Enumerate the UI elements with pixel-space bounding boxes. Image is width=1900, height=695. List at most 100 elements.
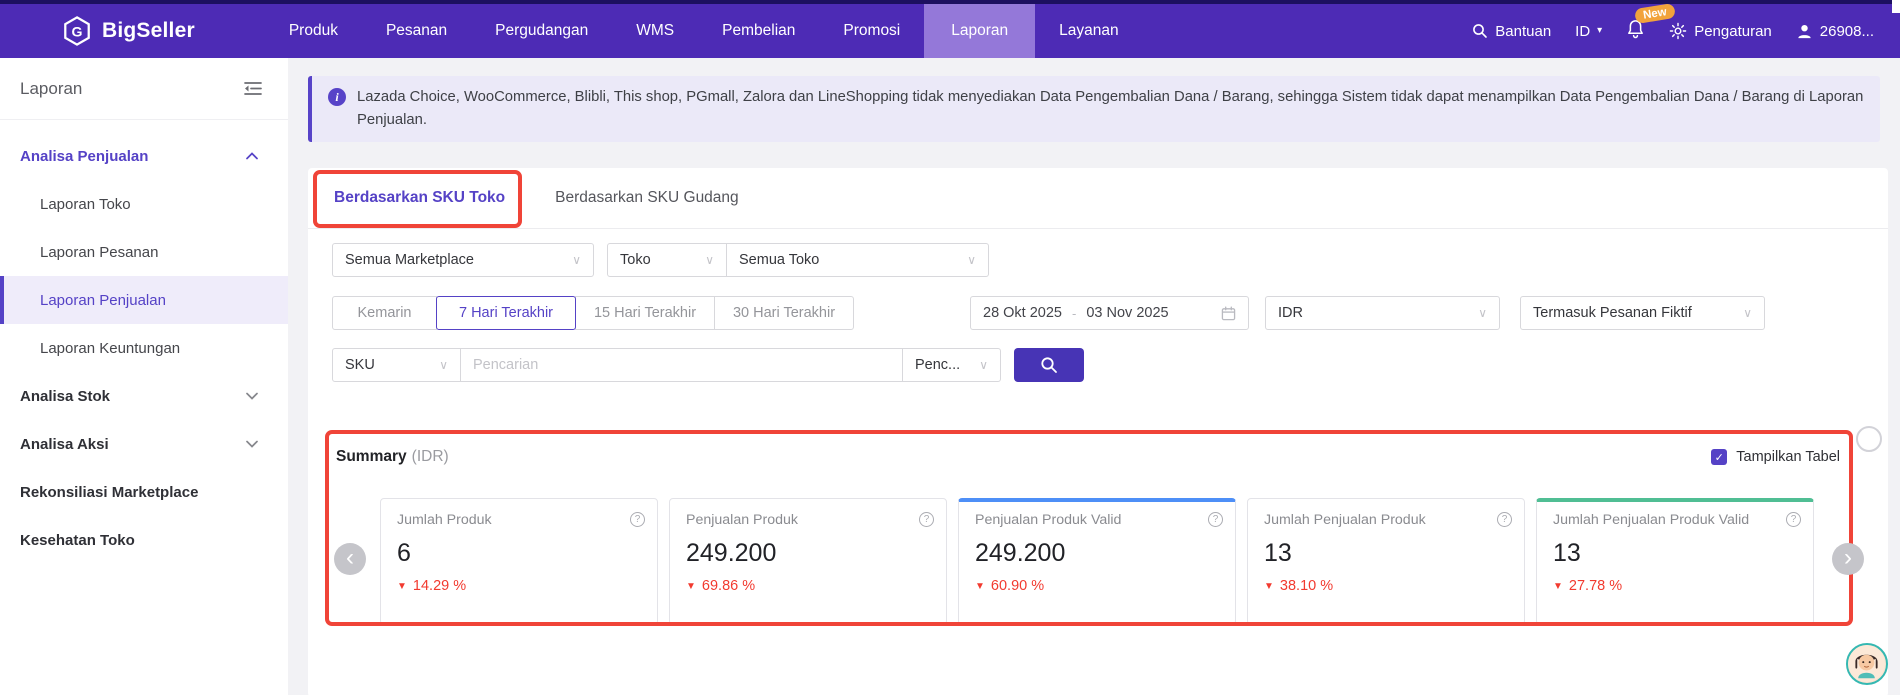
user-icon	[1798, 24, 1811, 38]
summary-header: Summary (IDR) ✓ Tampilkan Tabel	[308, 448, 1888, 466]
sidebar-item-laporan-keuntungan[interactable]: Laporan Keuntungan	[40, 339, 181, 357]
main-menu: Produk Pesanan Pergudangan WMS Pembelian…	[265, 4, 1143, 58]
date-preset-group: Kemarin 7 Hari Terakhir 15 Hari Terakhir…	[332, 296, 854, 330]
sidebar-menu: Analisa Penjualan Laporan Toko Laporan P…	[0, 120, 288, 564]
chevron-up-icon	[246, 152, 258, 160]
card-label: Jumlah Penjualan Produk	[1264, 512, 1426, 528]
help-question-icon[interactable]: ?	[1497, 512, 1512, 527]
nav-item-pergudangan[interactable]: Pergudangan	[495, 22, 589, 39]
search-mode-select[interactable]: Penc... ∨	[902, 348, 1001, 382]
navbar-right-tools: Bantuan ID ▾ New Pengaturan	[1472, 2, 1874, 43]
currency-select[interactable]: IDR ∨	[1265, 296, 1500, 330]
sidebar-item-laporan-toko[interactable]: Laporan Toko	[40, 195, 131, 213]
search-input[interactable]	[460, 348, 903, 382]
summary-card-jumlah-produk: Jumlah Produk ? 6 ▼ 14.29 %	[380, 498, 658, 625]
preset-7-hari-terakhir[interactable]: 7 Hari Terakhir	[436, 296, 576, 330]
nav-item-produk[interactable]: Produk	[288, 22, 338, 39]
chevron-right-icon: ›	[1844, 543, 1852, 571]
caret-down-icon: ∨	[1478, 306, 1487, 320]
tab-berdasarkan-sku-gudang[interactable]: Berdasarkan SKU Gudang	[555, 189, 739, 206]
search-mode-value: Penc...	[915, 357, 961, 373]
help-question-icon[interactable]: ?	[630, 512, 645, 527]
info-icon: i	[328, 88, 346, 106]
language-label: ID	[1575, 22, 1591, 40]
card-value: 13	[1553, 539, 1581, 567]
card-change: ▼ 60.90 %	[975, 578, 1219, 594]
help-question-icon[interactable]: ?	[1208, 512, 1223, 527]
report-panel: Berdasarkan SKU Toko Berdasarkan SKU Gud…	[308, 168, 1888, 695]
sidebar-group-analisa-stok[interactable]: Analisa Stok	[0, 372, 288, 420]
bigseller-logo[interactable]: G BigSeller	[62, 16, 195, 46]
search-icon	[1041, 357, 1057, 373]
card-label: Jumlah Produk	[397, 512, 492, 528]
scrollbar-corner	[1892, 0, 1900, 13]
nav-item-pesanan[interactable]: Pesanan	[385, 22, 448, 39]
summary-title: Summary	[336, 448, 407, 465]
carousel-left-button[interactable]: ‹	[334, 543, 366, 575]
tab-berdasarkan-sku-toko[interactable]: Berdasarkan SKU Toko	[334, 168, 506, 228]
sidebar-group-analisa-aksi[interactable]: Analisa Aksi	[0, 420, 288, 468]
nav-item-promosi[interactable]: Promosi	[843, 22, 901, 39]
main-content: i Lazada Choice, WooCommerce, Blibli, Th…	[288, 58, 1900, 695]
caret-down-icon: ∨	[967, 253, 976, 267]
sidebar-group-analisa-penjualan[interactable]: Analisa Penjualan	[0, 132, 288, 180]
card-value: 249.200	[975, 539, 1066, 567]
help-button[interactable]: Bantuan	[1472, 23, 1551, 40]
date-range-picker[interactable]: 28 Okt 2025 - 03 Nov 2025	[970, 296, 1249, 330]
show-table-label: Tampilkan Tabel	[1736, 449, 1840, 465]
nav-item-pembelian[interactable]: Pembelian	[722, 22, 796, 39]
preset-30-hari-terakhir[interactable]: 30 Hari Terakhir	[714, 296, 854, 330]
card-label: Penjualan Produk Valid	[975, 512, 1122, 528]
sidebar-title: Laporan	[20, 78, 83, 98]
menu-fold-icon	[244, 82, 262, 95]
nav-item-laporan[interactable]: Laporan	[924, 4, 1036, 58]
sidebar-collapse-button[interactable]	[244, 81, 262, 96]
support-chat-avatar[interactable]	[1846, 643, 1888, 685]
marketplace-select[interactable]: Semua Marketplace ∨	[332, 243, 594, 277]
info-banner: i Lazada Choice, WooCommerce, Blibli, Th…	[308, 76, 1880, 142]
store-filter-group: Toko ∨ Semua Toko ∨	[607, 243, 989, 277]
preset-kemarin[interactable]: Kemarin	[332, 296, 437, 330]
card-value: 249.200	[686, 539, 777, 567]
sidebar-group-kesehatan-toko[interactable]: Kesehatan Toko	[0, 516, 288, 564]
sidebar-group-label: Analisa Penjualan	[20, 147, 149, 165]
sidebar-item-laporan-pesanan[interactable]: Laporan Pesanan	[40, 243, 159, 261]
sidebar-item-laporan-penjualan[interactable]: Laporan Penjualan	[0, 276, 288, 324]
search-category-select[interactable]: SKU ∨	[332, 348, 461, 382]
preset-15-hari-terakhir[interactable]: 15 Hari Terakhir	[575, 296, 715, 330]
store-select-value: Semua Toko	[739, 252, 820, 268]
filter-area: Semua Marketplace ∨ Toko ∨ Semua Toko ∨	[308, 243, 1888, 382]
trend-down-icon: ▼	[1553, 580, 1563, 592]
report-tabs: Berdasarkan SKU Toko Berdasarkan SKU Gud…	[308, 168, 1888, 229]
floating-widget-circle[interactable]	[1856, 426, 1882, 452]
card-change-value: 27.78 %	[1568, 578, 1623, 594]
language-selector[interactable]: ID ▾	[1575, 23, 1602, 40]
user-account-button[interactable]: 26908...	[1796, 23, 1874, 40]
store-select[interactable]: Semua Toko ∨	[726, 243, 989, 277]
sidebar-group-label: Analisa Aksi	[20, 435, 109, 453]
chevron-down-icon	[246, 440, 258, 448]
settings-button[interactable]: Pengaturan	[1669, 22, 1772, 40]
notifications-button[interactable]: New	[1626, 2, 1676, 43]
trend-down-icon: ▼	[1264, 580, 1274, 592]
store-type-select[interactable]: Toko ∨	[607, 243, 727, 277]
nav-item-layanan[interactable]: Layanan	[1059, 22, 1119, 39]
date-end: 03 Nov 2025	[1086, 305, 1169, 321]
checkbox-checked-icon[interactable]: ✓	[1711, 449, 1728, 465]
sidebar-group-rekonsiliasi-marketplace[interactable]: Rekonsiliasi Marketplace	[0, 468, 288, 516]
fictitious-orders-select[interactable]: Termasuk Pesanan Fiktif ∨	[1520, 296, 1765, 330]
help-question-icon[interactable]: ?	[1786, 512, 1801, 527]
summary-card-jumlah-penjualan-produk: Jumlah Penjualan Produk ? 13 ▼ 38.10 %	[1247, 498, 1525, 625]
caret-down-icon: ∨	[705, 253, 714, 267]
trend-down-icon: ▼	[686, 580, 696, 592]
caret-down-icon: ∨	[439, 358, 448, 372]
nav-item-wms[interactable]: WMS	[636, 22, 675, 39]
carousel-right-button[interactable]: ›	[1832, 543, 1864, 575]
summary-card-penjualan-produk: Penjualan Produk ? 249.200 ▼ 69.86 %	[669, 498, 947, 625]
card-change-value: 14.29 %	[412, 578, 467, 594]
store-type-value: Toko	[620, 252, 651, 268]
support-agent-icon	[1848, 645, 1885, 682]
search-button[interactable]	[1014, 348, 1084, 382]
show-table-toggle[interactable]: ✓ Tampilkan Tabel	[1711, 449, 1840, 465]
help-question-icon[interactable]: ?	[919, 512, 934, 527]
